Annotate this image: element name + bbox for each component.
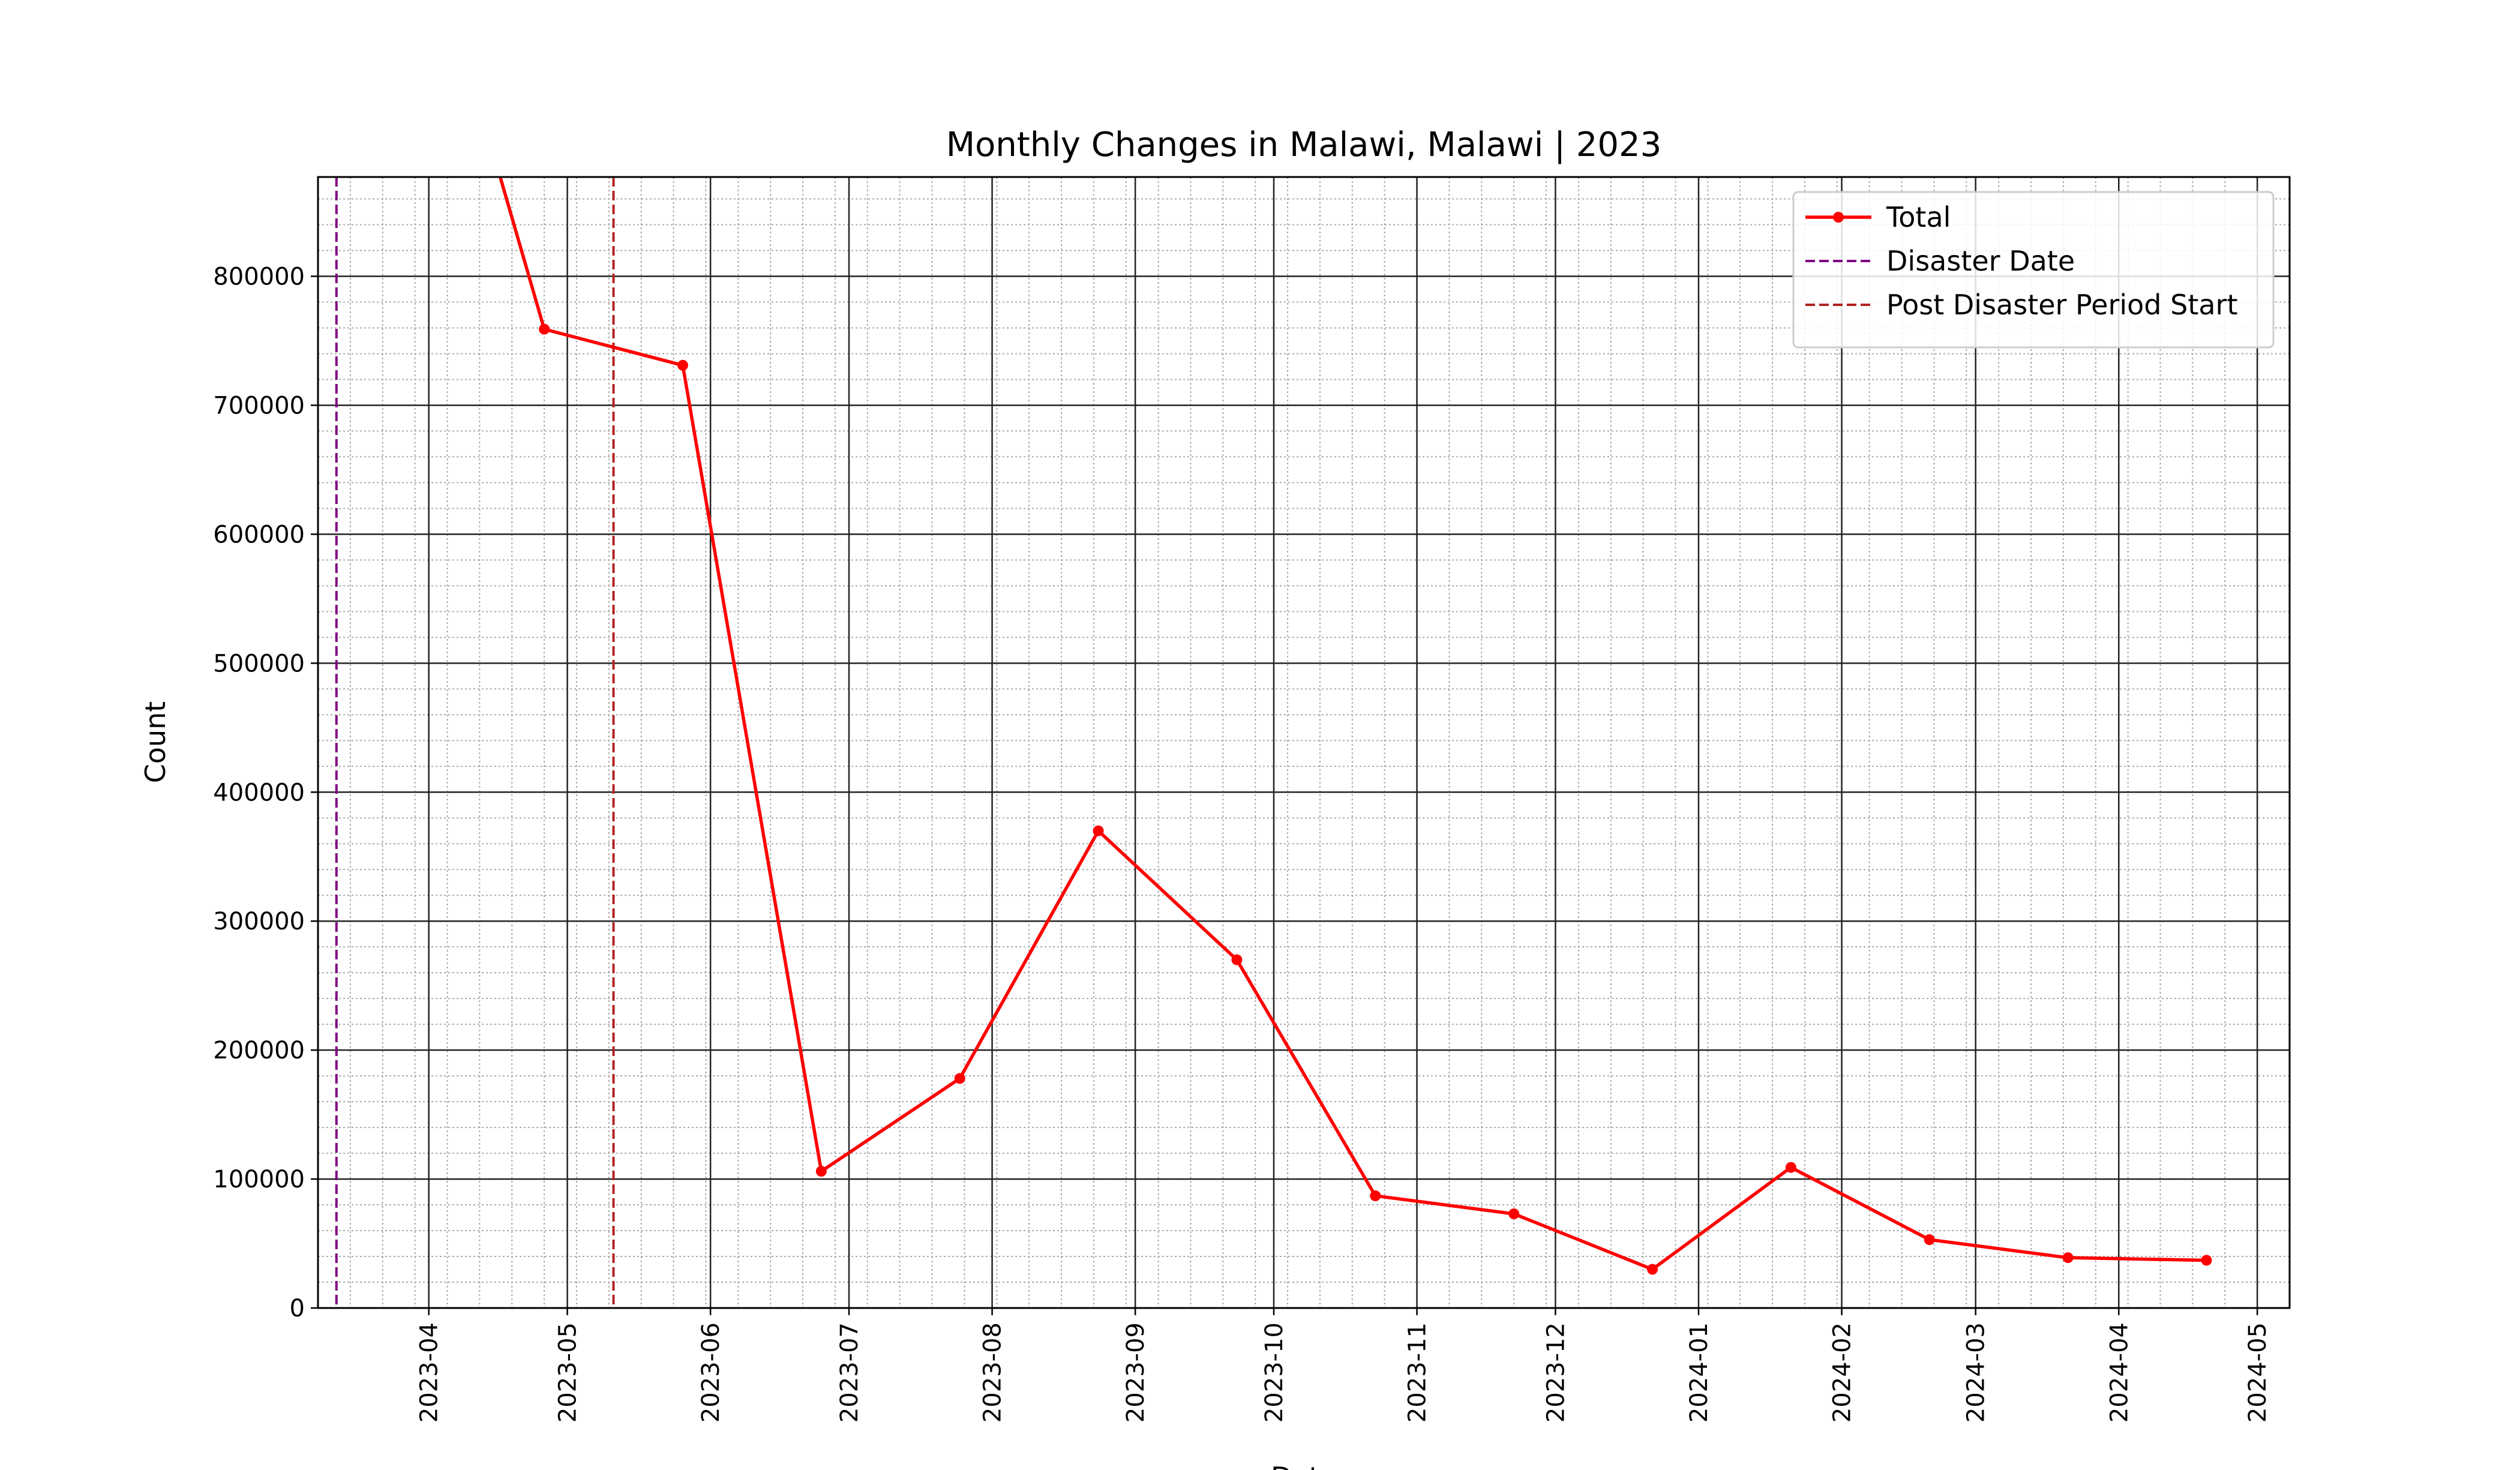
x-tick-label: 2023-05 [554,1322,582,1423]
data-point [1370,1190,1381,1202]
y-tick-label: 700000 [213,392,305,419]
data-point [677,359,688,371]
data-point [1231,954,1243,965]
plot-area [498,177,2212,1275]
x-tick-label: 2023-09 [1122,1322,1150,1423]
data-point [954,1073,965,1084]
legend-label: Post Disaster Period Start [1886,289,2238,321]
y-tick-label: 800000 [213,263,305,291]
legend-marker [1833,212,1844,223]
data-point [539,323,550,335]
legend-label: Total [1886,201,1951,233]
x-tick-label: 2024-02 [1829,1322,1856,1423]
x-tick-label: 2023-08 [979,1322,1007,1423]
data-point [1093,825,1104,836]
x-tick-label: 2023-06 [697,1322,725,1423]
y-tick-label: 600000 [213,521,305,548]
y-tick-label: 100000 [213,1166,305,1193]
legend-box [1792,191,2275,349]
data-point [1924,1234,1935,1246]
x-tick-label: 2023-07 [836,1322,863,1423]
x-tick-label: 2023-12 [1542,1322,1570,1423]
x-tick-label: 2024-03 [1963,1322,1990,1423]
data-point [1508,1208,1520,1220]
x-axis-label: Date [1271,1461,1337,1470]
data-point [1647,1264,1658,1275]
x-tick-label: 2023-10 [1261,1322,1288,1423]
x-tick-label: 2024-05 [2244,1322,2272,1423]
data-line [498,177,2207,1271]
y-tick-label: 0 [290,1295,305,1322]
y-tick-label: 200000 [213,1037,305,1064]
data-point [2062,1252,2074,1264]
y-tick-label: 300000 [213,908,305,935]
y-tick-label: 500000 [213,650,305,677]
x-tick-label: 2023-04 [416,1322,443,1423]
y-axis-label: Count [139,701,172,784]
y-tick-label: 400000 [213,779,305,806]
data-point [2201,1255,2212,1266]
legend-label: Disaster Date [1886,245,2075,277]
data-point [815,1166,827,1177]
plot-frame [317,176,2291,1309]
x-tick-label: 2024-01 [1685,1322,1713,1423]
x-tick-label: 2024-04 [2105,1322,2133,1423]
data-point [1785,1162,1796,1173]
x-tick-label: 2023-11 [1404,1322,1432,1423]
chart-title: Monthly Changes in Malawi, Malawi | 2023 [946,125,1662,164]
